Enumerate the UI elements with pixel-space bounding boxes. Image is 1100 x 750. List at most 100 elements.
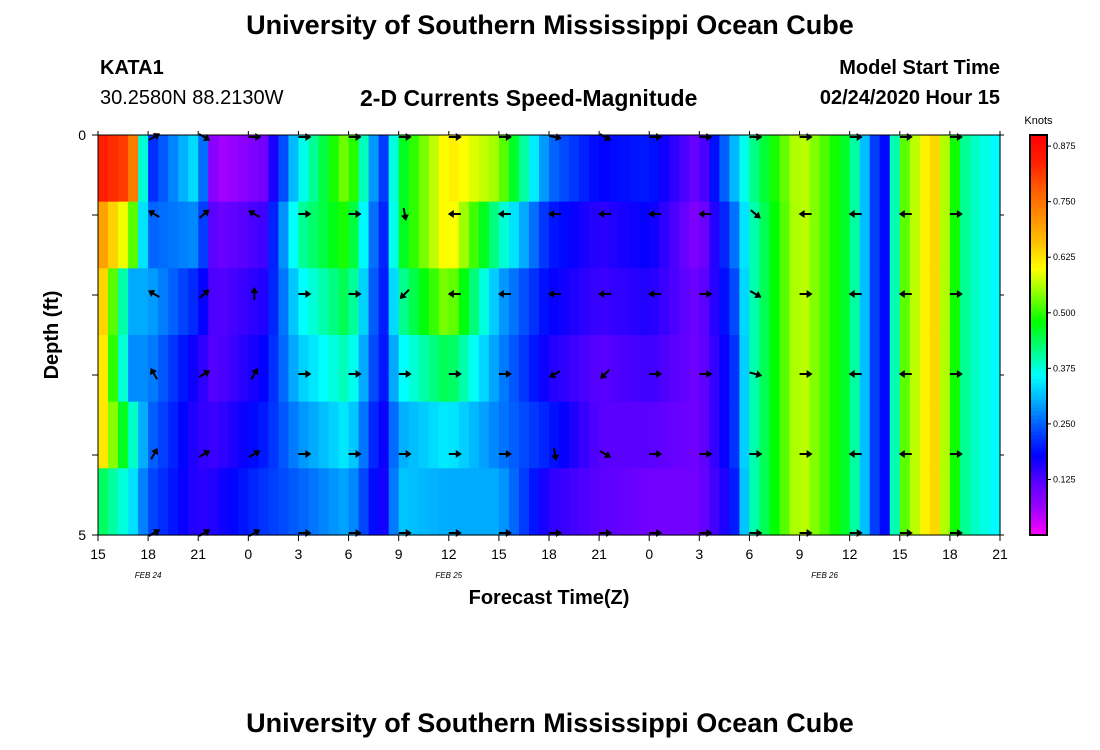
heatmap-cell <box>659 401 670 469</box>
heatmap-cell <box>378 135 390 203</box>
heatmap-cell <box>949 335 961 403</box>
current-arrow <box>198 370 211 378</box>
heatmap-cell <box>308 268 320 336</box>
heatmap-cell <box>188 201 199 269</box>
heatmap-cell <box>168 401 179 469</box>
heatmap-cell <box>559 268 570 336</box>
current-arrow <box>348 450 362 458</box>
current-arrow <box>448 370 462 378</box>
arrow-head <box>754 291 762 298</box>
current-arrow <box>949 450 963 458</box>
heatmap-cell <box>589 268 600 336</box>
colorbar-segment <box>1030 515 1047 520</box>
colorbar-segment <box>1030 135 1047 140</box>
current-arrow <box>750 209 761 219</box>
heatmap-cell <box>208 401 219 469</box>
heatmap-cell <box>328 135 340 203</box>
heatmap-cell <box>398 135 410 203</box>
arrow-head <box>603 451 612 458</box>
heatmap-cell <box>619 135 630 203</box>
current-arrow <box>749 450 763 458</box>
current-arrow <box>548 210 561 218</box>
heatmap-cell <box>759 268 771 336</box>
heatmap-cell <box>919 268 931 336</box>
colorbar-segment <box>1030 427 1047 432</box>
heatmap-cell <box>358 268 370 336</box>
heatmap-cell <box>248 201 259 269</box>
heatmap-cell <box>899 135 911 203</box>
colorbar-segment <box>1030 239 1047 244</box>
current-arrow <box>198 450 211 458</box>
heatmap-cell <box>158 268 169 336</box>
heatmap-cell <box>979 468 991 536</box>
arrow-head <box>753 211 761 219</box>
colorbar-segment <box>1030 375 1047 380</box>
heatmap-cell <box>338 268 350 336</box>
x-tick-label: 18 <box>140 546 156 562</box>
heatmap-cell <box>849 335 861 403</box>
heatmap-cell <box>799 135 811 203</box>
arrow-head <box>598 290 605 298</box>
heatmap-cell <box>518 201 530 269</box>
heatmap-cell <box>839 335 851 403</box>
heatmap-cell <box>448 468 460 536</box>
heatmap-cell <box>378 335 390 403</box>
colorbar-segment <box>1030 267 1047 272</box>
colorbar-segment <box>1030 455 1047 460</box>
x-tick-label: 15 <box>892 546 908 562</box>
heatmap-cell <box>218 335 229 403</box>
heatmap-cell <box>98 401 109 469</box>
colorbar-segment <box>1030 307 1047 312</box>
heatmap-cell <box>388 201 400 269</box>
heatmap-cell <box>498 335 510 403</box>
current-arrow <box>448 450 462 458</box>
colorbar-segment <box>1030 503 1047 508</box>
heatmap-cell <box>328 468 340 536</box>
current-arrow <box>898 370 912 378</box>
heatmap-cell <box>939 201 951 269</box>
current-arrow <box>250 367 259 380</box>
heatmap-cell <box>448 335 460 403</box>
heatmap-cell <box>619 468 630 536</box>
heatmap-cell <box>699 335 710 403</box>
heatmap-cell <box>108 201 119 269</box>
colorbar-segment <box>1030 351 1047 356</box>
x-tick-label: 3 <box>295 546 303 562</box>
heatmap-cell <box>428 401 440 469</box>
colorbar-segment <box>1030 407 1047 412</box>
heatmap-cell <box>909 201 921 269</box>
heatmap-cell <box>508 268 520 336</box>
heatmap-cell <box>959 268 971 336</box>
heatmap-cell <box>979 201 991 269</box>
heatmap-cell <box>559 201 570 269</box>
y-axis: 05 <box>78 127 1004 543</box>
heatmap-cell <box>508 335 520 403</box>
heatmap-cell <box>168 268 179 336</box>
heatmap-cell <box>258 401 269 469</box>
heatmap-cell <box>98 468 109 536</box>
heatmap-cell <box>128 335 139 403</box>
station-coords: 30.2580N 88.2130W <box>100 87 284 109</box>
heatmap-cell <box>749 268 761 336</box>
arrow-head <box>305 450 312 458</box>
heatmap-cell <box>348 468 360 536</box>
heatmap-cell <box>739 401 751 469</box>
heatmap-cell <box>719 201 730 269</box>
heatmap-cell <box>368 335 380 403</box>
heatmap-cell <box>498 401 510 469</box>
heatmap-cell <box>388 401 400 469</box>
heatmap-cell <box>378 201 390 269</box>
heatmap-cell <box>348 201 360 269</box>
heatmap-cell <box>538 335 550 403</box>
heatmap-cell <box>879 135 891 203</box>
arrow-head <box>305 210 312 218</box>
current-arrow <box>799 290 813 298</box>
heatmap-cell <box>468 201 480 269</box>
heatmap-cell <box>328 335 340 403</box>
heatmap-cell <box>619 401 630 469</box>
colorbar-segment <box>1030 203 1047 208</box>
heatmap-cell <box>258 468 269 536</box>
heatmap-cell <box>298 468 310 536</box>
heatmap-cell <box>599 468 610 536</box>
heatmap-cell <box>629 335 640 403</box>
